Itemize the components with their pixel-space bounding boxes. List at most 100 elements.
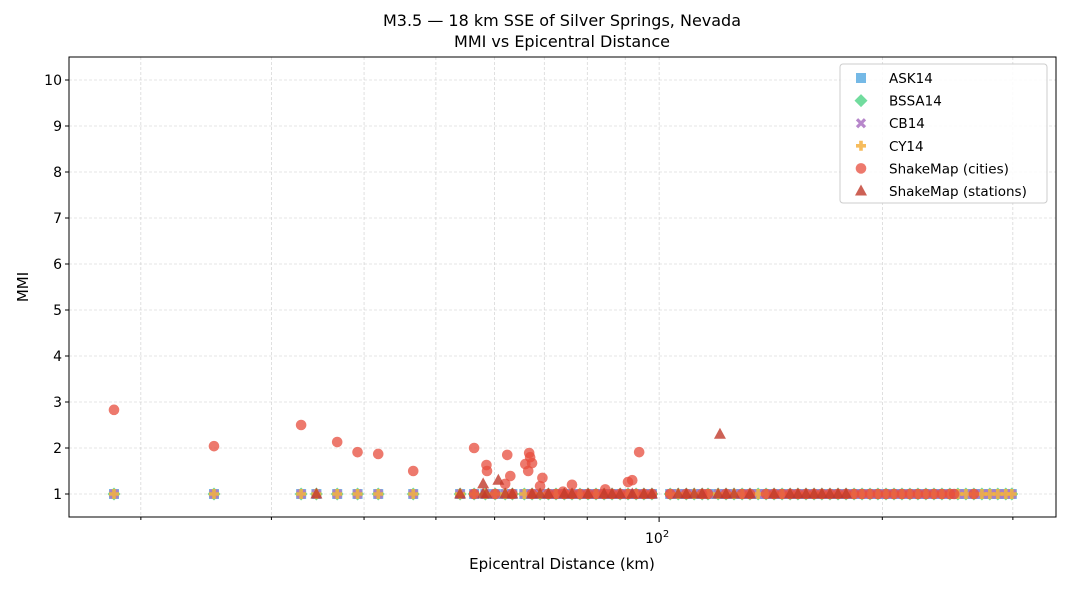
shakemap-cities-point [489, 488, 501, 500]
shakemap-cities-point [626, 474, 638, 486]
shakemap-cities-point [912, 488, 924, 500]
shakemap-stations-point [696, 487, 709, 499]
shakemap-cities-point [534, 480, 546, 492]
shakemap-stations-point [582, 487, 595, 499]
legend-label: ASK14 [889, 71, 933, 87]
shakemap-stations-point [832, 487, 845, 499]
legend-marker-shakemap-cities [855, 163, 867, 174]
shakemap-stations-point [672, 487, 685, 499]
legend-label: CB14 [889, 116, 925, 132]
shakemap-stations-point [480, 487, 493, 499]
shakemap-cities-point [499, 478, 511, 490]
shakemap-cities-point [331, 436, 343, 448]
plot-frame [68, 56, 1057, 518]
cy14-point [296, 489, 307, 500]
y-tick-label: 7 [53, 211, 62, 227]
shakemap-stations-point [688, 487, 701, 499]
shakemap-cities-point [372, 448, 384, 460]
shakemap-cities-point [481, 465, 493, 477]
shakemap-stations-point [728, 487, 741, 499]
shakemap-stations-point [791, 487, 804, 499]
shakemap-stations-point [713, 427, 726, 439]
cy14-point [408, 489, 419, 500]
cy14-point [976, 489, 987, 500]
y-tick-label: 1 [53, 487, 62, 503]
shakemap-cities-point [896, 488, 908, 500]
cy14-point [109, 489, 120, 500]
shakemap-stations-point [637, 487, 650, 499]
series-shakemap-stations [310, 427, 853, 499]
shakemap-cities-point [776, 488, 788, 500]
shakemap-stations-point [645, 487, 658, 499]
axes: 1 2 3 4 5 6 7 8 9 10 102 [44, 73, 1014, 547]
shakemap-cities-point [904, 488, 916, 500]
shakemap-cities-point [856, 488, 868, 500]
shakemap-cities-point [505, 470, 516, 482]
shakemap-cities-point [848, 488, 860, 500]
cy14-point [373, 489, 384, 500]
shakemap-cities-point [590, 488, 602, 500]
y-axis-label: MMI [14, 272, 32, 302]
shakemap-cities-point [526, 457, 538, 469]
shakemap-stations-point [680, 487, 693, 499]
legend: ASK14 BSSA14 CB14 CY14 ShakeMap (cities) Shak… [839, 63, 1048, 204]
x-axis-label: Epicentral Distance (km) [469, 555, 655, 573]
shakemap-cities-point [968, 488, 980, 500]
x-tick-label: 102 [645, 529, 669, 547]
cy14-point [992, 489, 1003, 500]
shakemap-cities-point [948, 488, 960, 500]
shakemap-cities-point [501, 449, 513, 461]
cy14-point [1000, 489, 1011, 500]
shakemap-stations-point [808, 487, 821, 499]
cy14-point [984, 489, 995, 500]
legend-marker-cb14 [855, 118, 867, 129]
shakemap-cities-point [888, 488, 900, 500]
shakemap-cities-point [522, 465, 534, 477]
shakemap-cities-point [664, 488, 676, 500]
cy14-point [1006, 489, 1017, 500]
shakemap-stations-point [558, 487, 571, 499]
shakemap-cities-point [864, 488, 876, 500]
shakemap-stations-point [720, 487, 733, 499]
legend-marker-ask14 [856, 73, 866, 83]
shakemap-stations-point [477, 477, 490, 489]
legend-label: ShakeMap (stations) [889, 184, 1027, 200]
shakemap-stations-point [526, 487, 539, 499]
shakemap-cities-point [468, 488, 480, 500]
shakemap-stations-point [506, 487, 519, 499]
legend-label: BSSA14 [889, 94, 942, 110]
shakemap-stations-point [712, 487, 725, 499]
shakemap-stations-point [492, 473, 505, 485]
legend-marker-bssa14 [854, 94, 868, 108]
legend-marker-cy14 [856, 140, 866, 151]
legend-label: CY14 [889, 139, 924, 155]
shakemap-stations-point [598, 487, 611, 499]
shakemap-cities-point [574, 488, 586, 500]
shakemap-stations-point [799, 487, 812, 499]
y-tick-label: 9 [53, 119, 62, 135]
legend-marker-shakemap-stations [855, 184, 867, 196]
cy14-point [960, 489, 971, 500]
y-tick-label: 8 [53, 165, 62, 181]
cy14-point [753, 489, 764, 500]
shakemap-cities-point [936, 488, 948, 500]
y-tick-label: 5 [53, 303, 62, 319]
shakemap-stations-point [626, 487, 639, 499]
shakemap-cities-point [295, 419, 307, 431]
shakemap-stations-point [614, 487, 627, 499]
shakemap-stations-point [743, 487, 756, 499]
shakemap-cities-point [108, 404, 120, 416]
shakemap-cities-point [928, 488, 940, 500]
cy14-point [208, 489, 219, 500]
y-tick-label: 3 [53, 395, 62, 411]
shakemap-stations-point [784, 487, 797, 499]
chart-title: M3.5 — 18 km SSE of Silver Springs, Neva… [383, 11, 741, 30]
data-points [107, 404, 1019, 501]
chart-subtitle: MMI vs Epicentral Distance [454, 32, 670, 51]
series-shakemap-cities [108, 404, 980, 500]
shakemap-stations-point [840, 487, 853, 499]
y-tick-label: 4 [53, 349, 62, 365]
shakemap-stations-point [566, 487, 579, 499]
shakemap-cities-point [633, 446, 645, 458]
